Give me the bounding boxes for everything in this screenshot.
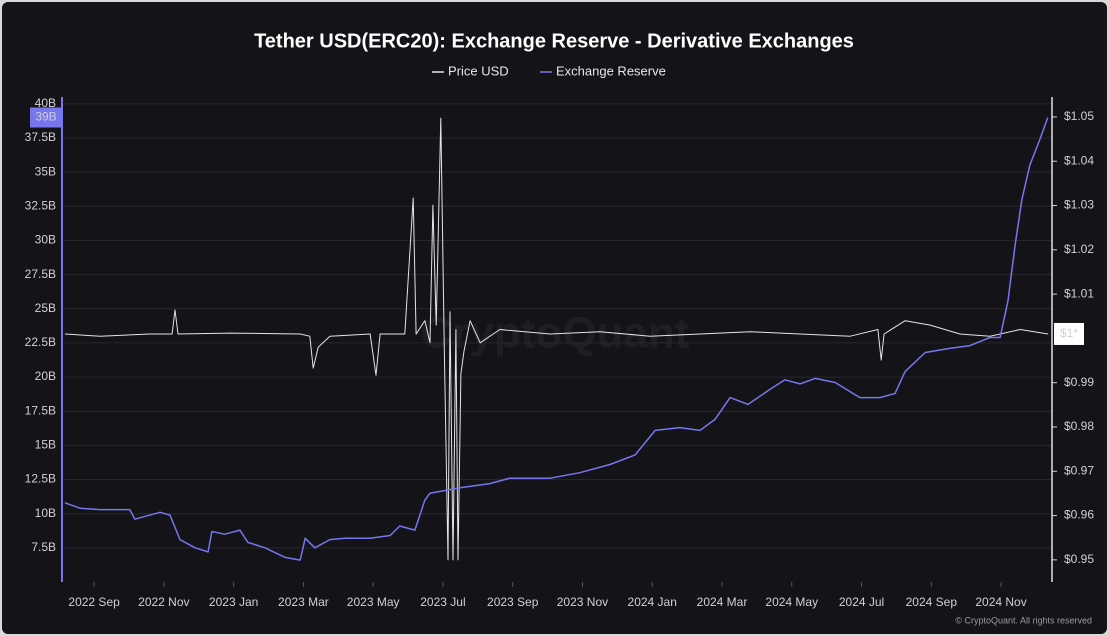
x-tick-label: 2023 Jan <box>209 595 258 609</box>
x-tick-label: 2022 Sep <box>68 595 120 609</box>
footer: © CryptoQuant. All rights reserved <box>955 615 1092 625</box>
y2-tick-label: $1.01 <box>1064 286 1094 300</box>
end-label: 39B <box>35 110 56 124</box>
y2-tick-label: $1.03 <box>1064 198 1094 212</box>
x-tick-label: 2023 Jul <box>420 595 465 609</box>
y-tick-label: 27.5B <box>25 267 56 281</box>
y2-tick-label: $0.98 <box>1064 419 1094 433</box>
y-tick-label: 37.5B <box>25 130 56 144</box>
y2-tick-label: $0.95 <box>1064 552 1094 566</box>
legend-label: Price USD <box>448 63 509 78</box>
x-tick-label: 2023 Mar <box>278 595 329 609</box>
x-tick-label: 2023 Nov <box>557 595 608 609</box>
y-tick-label: 35B <box>35 164 56 178</box>
y2-tick-label: $1.05 <box>1064 109 1094 123</box>
legend-label: Exchange Reserve <box>556 63 666 78</box>
y-tick-label: 22.5B <box>25 335 56 349</box>
y-tick-label: 10B <box>35 506 56 520</box>
y-tick-label: 32.5B <box>25 198 56 212</box>
y2-tick-label: $0.97 <box>1064 463 1094 477</box>
series-line <box>64 117 1049 561</box>
x-tick-label: 2024 May <box>765 595 818 609</box>
y2-tick-label: $0.96 <box>1064 508 1094 522</box>
end-label-box <box>30 107 61 128</box>
x-tick-label: 2024 Jul <box>839 595 884 609</box>
y-tick-label: 17.5B <box>25 403 56 417</box>
x-tick-label: 2023 Sep <box>487 595 539 609</box>
y-tick-label: 15B <box>35 438 56 452</box>
end-label: $1* <box>1060 326 1078 340</box>
y-tick-label: 25B <box>35 301 56 315</box>
x-tick-label: 2023 May <box>347 595 400 609</box>
x-tick-label: 2024 Mar <box>697 595 748 609</box>
y-tick-label: 30B <box>35 233 56 247</box>
series-line <box>64 117 1049 561</box>
watermark: CryptoQuant <box>421 309 690 358</box>
x-tick-label: 2022 Nov <box>138 595 189 609</box>
y2-tick-label: $1.04 <box>1064 153 1094 167</box>
x-tick-label: 2024 Nov <box>975 595 1026 609</box>
y-tick-label: 20B <box>35 369 56 383</box>
y2-tick-label: $0.99 <box>1064 375 1094 389</box>
end-label-box <box>1054 322 1084 345</box>
x-tick-label: 2024 Sep <box>906 595 958 609</box>
x-tick-label: 2024 Jan <box>628 595 677 609</box>
y-tick-label: 7.5B <box>31 540 56 554</box>
y2-tick-label: $1.02 <box>1064 242 1094 256</box>
chart-title: Tether USD(ERC20): Exchange Reserve - De… <box>254 30 854 52</box>
y-tick-label: 40B <box>35 96 56 110</box>
y-tick-label: 12.5B <box>25 472 56 486</box>
